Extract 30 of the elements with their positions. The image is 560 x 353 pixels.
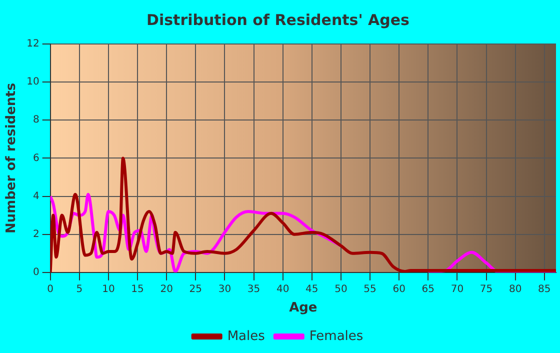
x-tick-label: 25 — [189, 284, 202, 295]
y-tick-label: 6 — [32, 152, 40, 164]
x-tick-label: 40 — [276, 284, 290, 295]
chart-title: Distribution of Residents' Ages — [146, 10, 410, 29]
y-tick-label: 10 — [26, 76, 40, 88]
y-tick-label: 0 — [32, 266, 40, 278]
x-tick-label: 0 — [47, 284, 54, 295]
x-tick-label: 10 — [102, 284, 115, 295]
x-tick-label: 20 — [160, 284, 173, 295]
x-tick-label: 15 — [131, 284, 144, 295]
x-tick-label: 70 — [450, 284, 464, 295]
x-tick-label: 75 — [480, 284, 493, 295]
legend-label: Females — [309, 328, 364, 344]
y-tick-label: 8 — [32, 114, 40, 126]
y-tick-label: 12 — [26, 38, 40, 50]
x-axis-title: Age — [289, 300, 318, 316]
x-tick-label: 5 — [76, 284, 83, 295]
x-tick-label: 55 — [364, 284, 376, 295]
x-tick-label: 80 — [508, 284, 522, 295]
x-tick-label: 85 — [538, 284, 551, 295]
legend-label: Males — [227, 328, 266, 344]
x-tick-label: 65 — [422, 284, 434, 295]
x-tick-label: 60 — [392, 284, 406, 295]
x-tick-label: 35 — [247, 284, 260, 295]
x-tick-label: 30 — [218, 284, 232, 295]
x-tick-label: 50 — [334, 284, 348, 295]
y-axis-title: Number of residents — [4, 82, 20, 234]
x-tick-label: 45 — [306, 284, 318, 295]
y-tick-label: 4 — [32, 190, 40, 202]
y-tick-label: 2 — [32, 228, 40, 240]
